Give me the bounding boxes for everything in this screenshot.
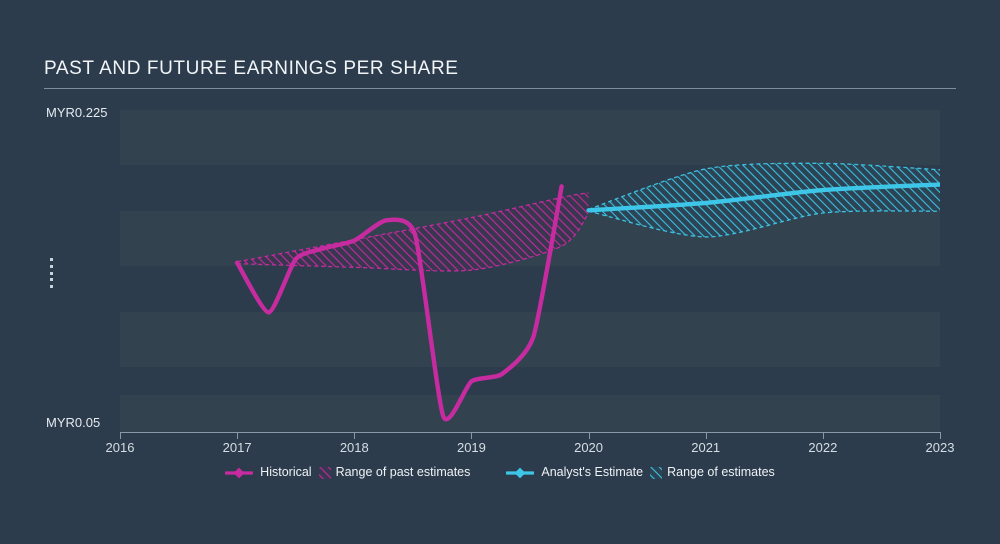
legend-label: Range of estimates [667, 465, 775, 479]
vertical-ellipsis-icon [48, 258, 54, 288]
x-axis-tick [705, 432, 707, 439]
x-axis-tick-label: 2018 [339, 440, 369, 455]
legend-group-2: Analyst's Estimate Range of estimates [505, 465, 775, 479]
x-axis-tick [354, 432, 356, 439]
legend-item-diamond-line-marker[interactable]: Historical [224, 465, 312, 479]
legend-item-hatch-swatch[interactable]: Range of estimates [650, 465, 775, 479]
plot-band [120, 395, 940, 432]
x-axis-tick-label: 2023 [925, 440, 955, 455]
x-axis-line [120, 432, 940, 433]
plot-band [120, 211, 940, 266]
y-axis-max-label: MYR0.225 [46, 105, 108, 120]
legend-label: Analyst's Estimate [541, 465, 644, 479]
plot-area [120, 110, 940, 432]
y-axis-min-label: MYR0.05 [46, 415, 101, 430]
legend-group-1: Historical Range of past estimates [224, 465, 471, 479]
x-axis-tick-label: 2017 [222, 440, 252, 455]
x-axis-tick [120, 432, 121, 439]
x-axis-tick [940, 432, 941, 439]
legend-item-diamond-line-marker[interactable]: Analyst's Estimate [505, 465, 644, 479]
legend-label: Historical [260, 465, 312, 479]
x-axis-tick [822, 432, 824, 439]
hatch-swatch-icon [650, 466, 663, 479]
x-axis-tick [588, 432, 590, 439]
title-divider [44, 88, 956, 89]
x-axis-tick-label: 2019 [456, 440, 486, 455]
diamond-line-marker-icon [224, 466, 254, 479]
plot-band [120, 312, 940, 367]
legend-label: Range of past estimates [335, 465, 471, 479]
x-axis-tick-label: 2020 [574, 440, 604, 455]
x-axis-tick-label: 2016 [105, 440, 135, 455]
x-axis-tick [471, 432, 473, 439]
x-axis-tick-label: 2021 [691, 440, 721, 455]
chart-legend: Historical Range of past estimates Analyst… [0, 465, 1000, 479]
legend-item-hatch-swatch[interactable]: Range of past estimates [318, 465, 471, 479]
x-axis-tick [237, 432, 239, 439]
plot-band [120, 110, 940, 165]
x-axis-tick-label: 2022 [808, 440, 838, 455]
hatch-swatch-icon [318, 466, 331, 479]
diamond-line-marker-icon [505, 466, 535, 479]
page-title: PAST AND FUTURE EARNINGS PER SHARE [44, 58, 459, 79]
